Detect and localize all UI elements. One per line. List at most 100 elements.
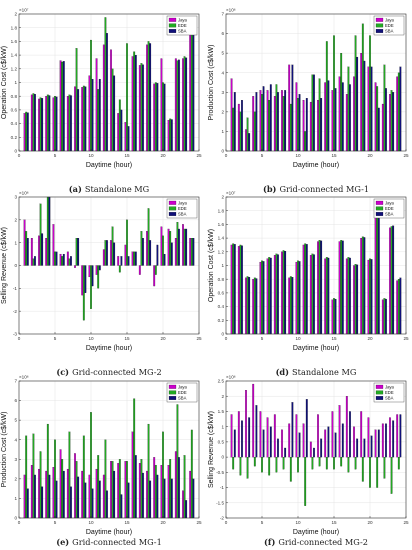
bar-jaya	[230, 244, 233, 335]
bar-sba	[392, 92, 395, 152]
y-tick-label: 5	[221, 51, 224, 56]
x-tick-label: 15	[124, 336, 130, 341]
bar-sba	[320, 438, 323, 458]
bar-jaya	[237, 103, 240, 152]
y-axis-label: Production Cost (c$/kW)	[208, 45, 215, 121]
bar-jaya	[381, 299, 384, 335]
bar-jaya	[367, 66, 370, 152]
legend-label-ede: EDE	[178, 206, 187, 211]
bar-sba	[377, 107, 380, 152]
bar-ede	[183, 455, 186, 519]
legend-swatch-sba	[168, 396, 177, 400]
y-tick-label: 2.5	[218, 379, 225, 384]
bar-jaya	[45, 96, 48, 152]
bar-ede	[261, 457, 263, 473]
y-tick-label: 0	[221, 332, 224, 337]
bar-ede	[118, 99, 121, 152]
bar-jaya	[124, 461, 127, 519]
bar-ede	[176, 404, 179, 519]
bar-ede	[154, 82, 157, 152]
bar-jaya	[174, 238, 177, 266]
legend-label-ede: EDE	[178, 390, 187, 395]
bar-ede	[239, 244, 242, 335]
caption-text: Grid-connected MG-1	[279, 184, 369, 194]
bar-jaya	[288, 423, 291, 458]
bar-sba	[291, 402, 294, 458]
bar-jaya	[45, 238, 48, 266]
x-tick-label: 0	[225, 153, 228, 158]
bar-jaya	[95, 468, 98, 519]
bar-jaya	[309, 441, 312, 458]
bar-ede	[289, 103, 292, 152]
bar-sba	[142, 64, 144, 152]
bar-ede	[162, 431, 164, 519]
bar-ede	[54, 439, 56, 519]
caption-letter: (c)	[56, 367, 69, 377]
bar-sba	[233, 92, 236, 152]
bar-ede	[61, 256, 64, 266]
x-axis-label: Daytime (hour)	[293, 529, 339, 536]
bar-jaya	[331, 90, 334, 152]
bar-jaya	[331, 299, 334, 335]
bar-sba	[127, 256, 130, 266]
bar-ede	[289, 276, 292, 335]
bar-ede	[32, 93, 35, 152]
bar-jaya	[230, 78, 233, 152]
caption-letter: (b)	[263, 184, 277, 194]
bar-jaya	[396, 414, 399, 458]
x-tick-label: 15	[331, 336, 337, 341]
bar-sba	[142, 238, 144, 266]
bar-ede	[253, 111, 256, 152]
x-tick-label: 10	[88, 520, 94, 525]
bar-sba	[98, 265, 101, 271]
bar-ede	[147, 41, 150, 152]
bar-jaya	[189, 470, 192, 519]
bar-jaya	[88, 75, 91, 152]
bar-ede	[246, 117, 249, 152]
y-tick-label: 4	[221, 70, 224, 75]
bar-sba	[156, 474, 159, 519]
bar-ede	[133, 251, 136, 266]
bar-jaya	[324, 82, 327, 152]
bar-jaya	[88, 474, 91, 519]
y-tick-label: 1.8	[218, 208, 225, 213]
bar-jaya	[309, 101, 312, 152]
bar-sba	[185, 500, 188, 519]
bar-sba	[363, 237, 366, 335]
bar-jaya	[146, 44, 148, 152]
bar-ede	[397, 279, 400, 335]
legend-swatch-ede	[375, 23, 384, 28]
bar-ede	[133, 398, 136, 519]
caption-text: Grid-connected MG-1	[72, 537, 162, 547]
bar-jaya	[66, 251, 69, 266]
bar-sba	[241, 245, 243, 335]
bar-jaya	[167, 465, 170, 519]
bar-sba	[269, 257, 272, 335]
bar-jaya	[138, 265, 141, 275]
bar-ede	[282, 96, 285, 152]
x-tick-label: 25	[403, 153, 409, 158]
bar-sba	[262, 429, 265, 458]
bar-ede	[169, 231, 172, 266]
bar-sba	[248, 417, 251, 458]
bar-jaya	[345, 258, 348, 335]
bar-sba	[392, 225, 395, 335]
bar-jaya	[266, 258, 269, 335]
bar-sba	[26, 112, 29, 152]
x-tick-label: 5	[261, 336, 264, 341]
legend-label-sba: SBA	[385, 29, 394, 34]
bar-jaya	[309, 255, 312, 335]
bar-ede	[304, 457, 307, 506]
bar-jaya	[295, 261, 298, 335]
bar-sba	[334, 88, 337, 152]
bar-ede	[397, 457, 400, 470]
bar-sba	[163, 253, 166, 266]
bar-jaya	[230, 414, 233, 458]
bar-ede	[111, 68, 114, 152]
subfigure-caption: (f) Grid-connected MG-2	[264, 537, 368, 547]
bar-sba	[41, 98, 44, 152]
bar-ede	[32, 433, 35, 519]
bar-jaya	[81, 470, 84, 519]
bar-jaya	[95, 265, 98, 275]
